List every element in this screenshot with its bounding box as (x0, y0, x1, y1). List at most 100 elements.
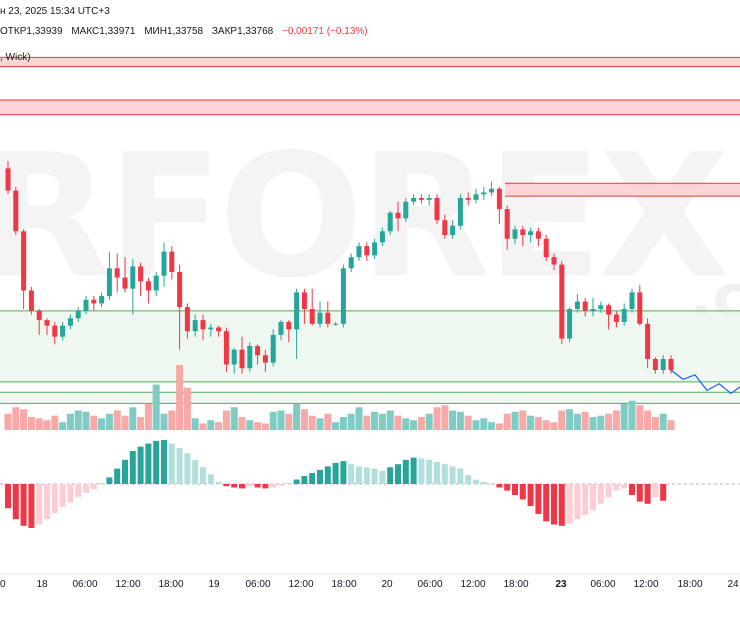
volume-bar (293, 404, 301, 430)
histogram-bar (535, 484, 542, 514)
histogram-bar (145, 443, 152, 484)
volume-bar (113, 410, 121, 430)
histogram-bar (597, 484, 604, 504)
histogram-bar (496, 484, 503, 488)
volume-bar (27, 417, 35, 430)
volume-bar (503, 413, 511, 430)
volume-bar (176, 365, 184, 430)
candle-body (348, 257, 354, 269)
candle-body (231, 349, 237, 365)
volume-bar (378, 413, 386, 430)
candle-body (200, 320, 206, 330)
candle-body (457, 198, 463, 226)
histogram-bar (5, 484, 11, 509)
time-axis-label: 06:00 (417, 579, 442, 590)
histogram-bar (441, 464, 448, 484)
candle-body (403, 201, 409, 219)
histogram-bar (449, 466, 456, 484)
volume-bar (277, 410, 285, 430)
candle-body (333, 323, 339, 325)
histogram-bar (278, 484, 284, 486)
candle-body (606, 305, 612, 315)
volume-bar (66, 413, 74, 430)
volume-bar (230, 407, 238, 430)
histogram-bar (192, 459, 199, 484)
volume-bar (222, 410, 230, 430)
candle-body (395, 212, 401, 219)
volume-bar (371, 411, 379, 430)
candle-body (52, 325, 58, 337)
volume-bar (410, 420, 418, 430)
volume-bar (168, 410, 176, 430)
indicator-label[interactable]: , Wick) (0, 52, 31, 63)
histogram-bar (161, 440, 167, 484)
volume-bar (417, 417, 425, 430)
candle-body (426, 198, 432, 200)
candle-body (28, 290, 34, 311)
volume-bar (300, 409, 308, 430)
histogram-bar (293, 479, 300, 484)
histogram-bar (207, 474, 214, 484)
histogram-bar (67, 484, 74, 503)
histogram-bar (410, 457, 417, 484)
volume-bar (511, 411, 519, 430)
candle-body (481, 192, 487, 195)
volume-bar (144, 404, 152, 430)
volume-bar (20, 409, 28, 430)
volume-bar (363, 415, 371, 430)
candle-body (637, 292, 643, 324)
candle-body (145, 281, 151, 291)
candle-body (44, 320, 50, 326)
volume-bar (355, 407, 363, 430)
candle-body (411, 198, 417, 202)
candle-body (442, 220, 448, 235)
histogram-bar (644, 484, 651, 504)
histogram-bar (636, 484, 643, 502)
histogram-bar (176, 447, 183, 484)
histogram-bar (434, 462, 440, 484)
volume-bar (550, 422, 558, 430)
histogram-bar (543, 484, 550, 522)
volume-bar (74, 410, 82, 430)
volume-bar (386, 410, 394, 430)
candle-body (652, 358, 658, 371)
histogram-bar (519, 484, 526, 500)
histogram-bar (122, 459, 128, 484)
volume-bar (402, 418, 410, 430)
histogram-bar (254, 484, 261, 488)
histogram-bar (426, 459, 433, 484)
volume-bar (4, 413, 12, 430)
histogram-bar (262, 484, 269, 489)
candle-body (169, 251, 175, 272)
candle-body (153, 275, 159, 291)
candle-body (668, 358, 674, 371)
time-axis-label: 19 (208, 579, 220, 590)
candle-body (99, 296, 105, 304)
candle-body (161, 251, 167, 276)
candle-body (512, 229, 518, 239)
candle-body (309, 309, 315, 324)
histogram-bar (129, 451, 136, 484)
volume-bar (449, 410, 457, 430)
volume-bar (121, 415, 129, 430)
histogram-bar (480, 481, 487, 484)
candle-body (551, 257, 557, 265)
volume-bar (199, 423, 207, 430)
time-axis-label: 18:00 (503, 579, 528, 590)
histogram-bar (504, 484, 511, 491)
candle-body (83, 299, 89, 311)
histogram-bar (660, 484, 667, 501)
volume-bar (51, 415, 59, 430)
histogram-bar (605, 484, 612, 498)
candle-body (364, 246, 370, 256)
time-axis-label: 12:00 (633, 579, 658, 590)
candle-body (325, 312, 331, 324)
volume-bar (558, 410, 566, 430)
volume-bar (347, 413, 355, 430)
histogram-bar (512, 484, 518, 495)
volume-bar (35, 418, 43, 430)
histogram-bar (223, 484, 230, 487)
candle-body (559, 264, 565, 339)
volume-bar (246, 420, 254, 430)
